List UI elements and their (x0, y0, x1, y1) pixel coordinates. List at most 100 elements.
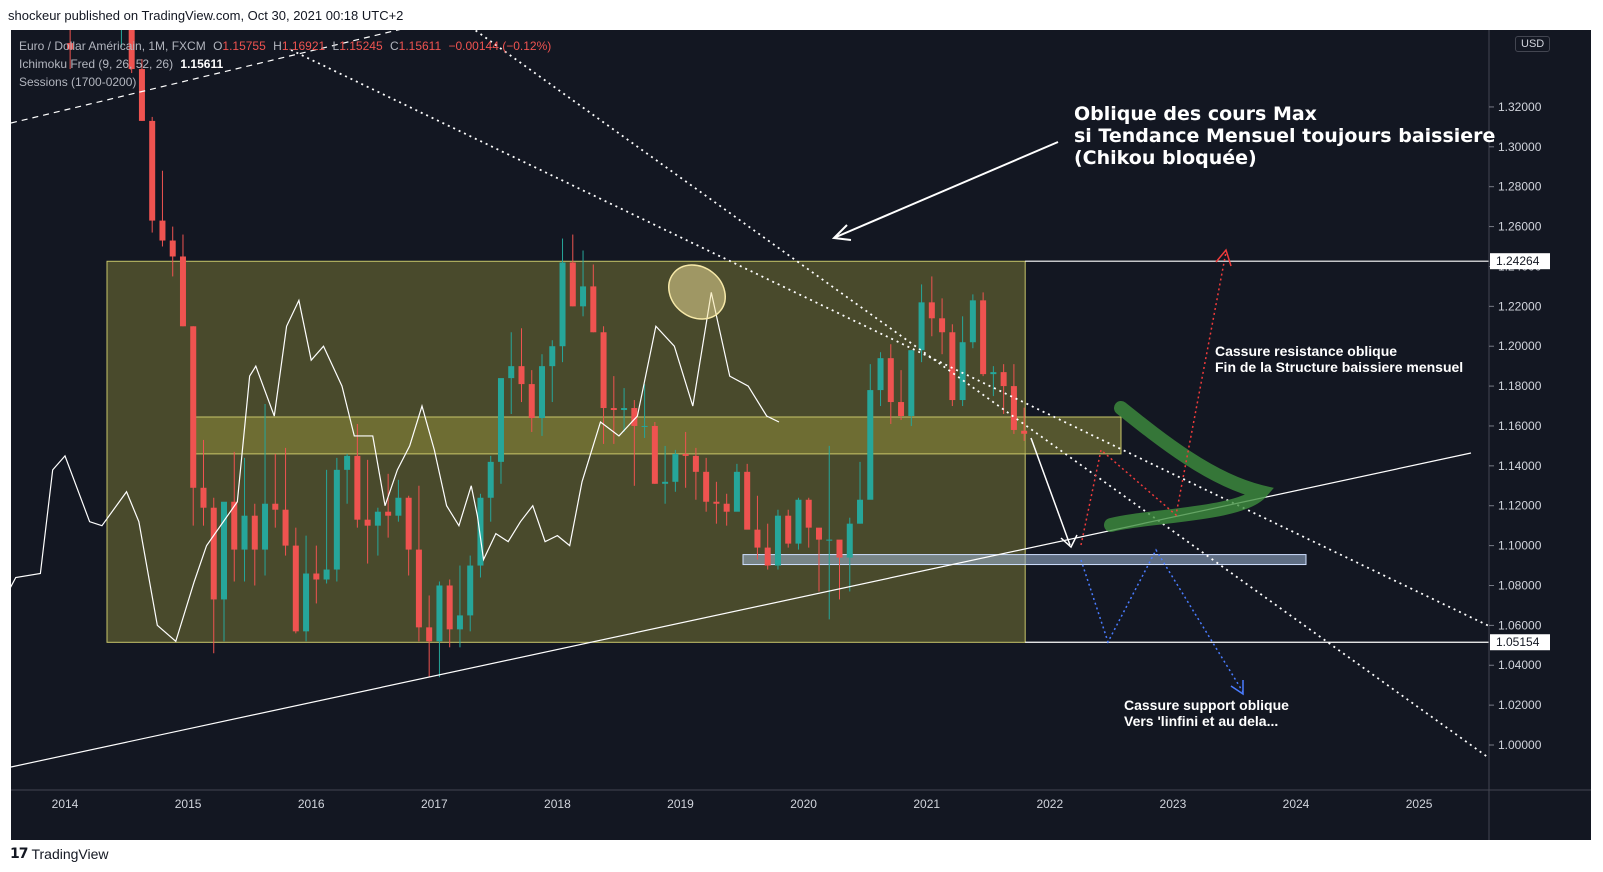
candle-body[interactable] (292, 545, 299, 632)
candle-body[interactable] (703, 471, 710, 502)
candle-body[interactable] (857, 499, 864, 524)
candle-body[interactable] (344, 455, 351, 470)
candle-body[interactable] (282, 509, 289, 546)
candle-body[interactable] (569, 262, 576, 307)
candle-body[interactable] (200, 487, 207, 508)
candle-body[interactable] (528, 384, 535, 418)
candle-body[interactable] (477, 497, 484, 566)
candle-body[interactable] (1021, 430, 1028, 434)
candle-body[interactable] (836, 539, 843, 558)
candle-body[interactable] (179, 256, 186, 327)
candle-body[interactable] (128, 30, 135, 70)
candle-body[interactable] (754, 529, 761, 548)
candle-body[interactable] (744, 471, 751, 530)
candle-body[interactable] (795, 499, 802, 544)
candle-body[interactable] (497, 378, 504, 462)
red-bullish-scenario[interactable] (1080, 251, 1227, 546)
highlight-ellipse[interactable] (658, 254, 736, 330)
candle-body[interactable] (887, 358, 894, 403)
candle-body[interactable] (251, 515, 258, 550)
candle-body[interactable] (826, 539, 833, 541)
candle-body[interactable] (980, 300, 987, 375)
currency-button[interactable]: USD (1515, 36, 1551, 52)
dotted-max-oblique[interactable] (461, 30, 1490, 759)
candle-body[interactable] (467, 565, 474, 616)
candle-body[interactable] (672, 453, 679, 482)
candle-body[interactable] (539, 366, 546, 418)
candle-body[interactable] (846, 523, 853, 558)
candle-body[interactable] (549, 346, 556, 367)
candle-body[interactable] (610, 408, 617, 411)
candle-body[interactable] (713, 501, 720, 504)
candle-body[interactable] (918, 302, 925, 351)
candle-body[interactable] (364, 519, 371, 526)
candle-body[interactable] (67, 43, 74, 50)
candle-body[interactable] (446, 585, 453, 630)
candle-body[interactable] (723, 503, 730, 512)
candle-body[interactable] (190, 326, 197, 488)
candle-body[interactable] (374, 511, 381, 526)
chikou-line[interactable] (11, 292, 780, 643)
candle-body[interactable] (395, 497, 402, 516)
candle-body[interactable] (303, 573, 310, 632)
candle-body[interactable] (272, 503, 279, 510)
candle-body[interactable] (580, 286, 587, 307)
candle-body[interactable] (518, 366, 525, 385)
candle-body[interactable] (733, 471, 740, 512)
candle-body[interactable] (1010, 386, 1017, 430)
candle-body[interactable] (415, 549, 422, 628)
candle-body[interactable] (385, 511, 392, 516)
candle-body[interactable] (559, 262, 566, 347)
tradingview-footer[interactable]: 17 TradingView (10, 846, 109, 862)
candle-body[interactable] (939, 318, 946, 333)
candle-body[interactable] (221, 501, 228, 600)
candle-body[interactable] (651, 425, 658, 484)
candle-body[interactable] (313, 573, 320, 580)
candle-body[interactable] (149, 120, 156, 221)
legend-sessions-row[interactable]: Sessions (1700-0200) (19, 75, 137, 89)
candle-body[interactable] (631, 408, 638, 426)
candle-body[interactable] (764, 547, 771, 566)
candle-body[interactable] (959, 342, 966, 401)
candle-body[interactable] (600, 332, 607, 409)
candle-body[interactable] (169, 240, 176, 257)
candle-body[interactable] (692, 455, 699, 472)
symbol-name[interactable]: Euro / Dollar Américain, 1M, FXCM (19, 39, 206, 53)
level-label-box[interactable] (1490, 253, 1550, 270)
candle-body[interactable] (928, 302, 935, 319)
candle-body[interactable] (508, 366, 515, 379)
candle-body[interactable] (323, 569, 330, 580)
candle-body[interactable] (641, 425, 648, 427)
candle-body[interactable] (456, 615, 463, 630)
candle-body[interactable] (867, 390, 874, 500)
candle-body[interactable] (231, 501, 238, 550)
legend-ichimoku-row[interactable]: Ichimoku Fred (9, 26, 52, 26) 1.15611 (19, 57, 224, 71)
support-zone-box[interactable] (742, 554, 1307, 566)
dashed-channel-line[interactable] (11, 30, 481, 124)
candle-body[interactable] (354, 455, 361, 520)
candle-body[interactable] (487, 461, 494, 498)
candle-body[interactable] (590, 286, 597, 333)
candle-body[interactable] (815, 527, 822, 540)
candle-body[interactable] (969, 300, 976, 343)
candle-body[interactable] (949, 332, 956, 401)
candle-body[interactable] (877, 358, 884, 391)
chart-panel[interactable]: 1.320001.300001.280001.260001.240001.220… (11, 30, 1591, 840)
candle-body[interactable] (262, 503, 269, 550)
candle-body[interactable] (241, 515, 248, 550)
candle-body[interactable] (210, 507, 217, 600)
green-scenario-path[interactable] (1104, 401, 1274, 532)
candle-body[interactable] (908, 350, 915, 416)
candle-body[interactable] (990, 372, 997, 375)
candle-body[interactable] (333, 469, 340, 570)
level-label-box[interactable] (1490, 634, 1550, 651)
candle-body[interactable] (138, 69, 145, 121)
candle-body[interactable] (1000, 372, 1007, 387)
candle-body[interactable] (682, 453, 689, 456)
candle-body[interactable] (405, 497, 412, 550)
candle-body[interactable] (805, 499, 812, 528)
candle-body[interactable] (662, 481, 669, 484)
candle-body[interactable] (426, 627, 433, 642)
candle-body[interactable] (621, 408, 628, 411)
candle-body[interactable] (898, 402, 905, 416)
